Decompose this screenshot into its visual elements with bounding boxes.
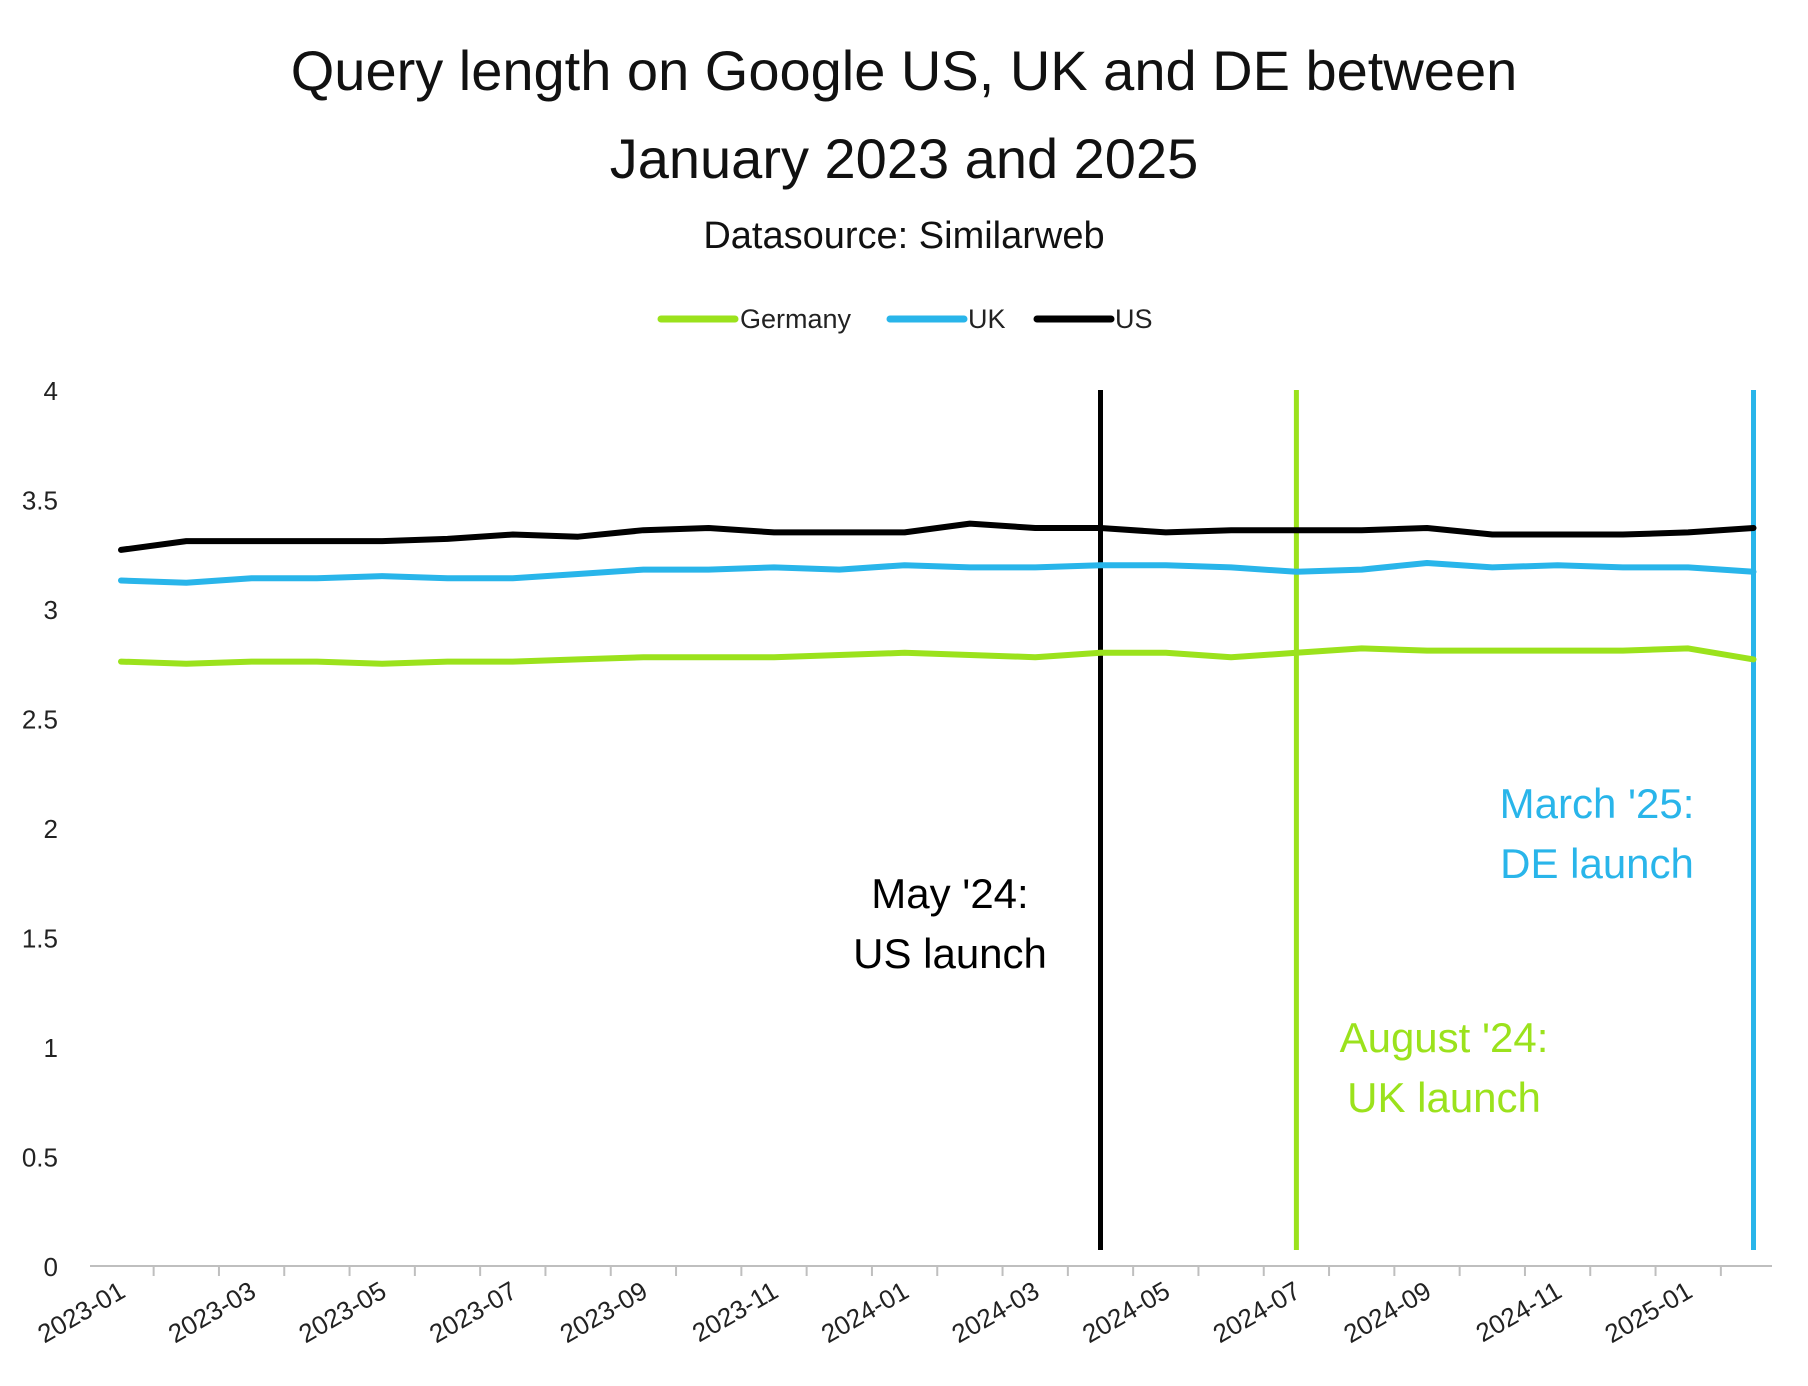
series-lines [118, 520, 1757, 667]
x-tick-label: 2023-11 [687, 1275, 783, 1348]
annotation-text: August '24: [1340, 1014, 1549, 1061]
launch-markers [1098, 390, 1756, 1250]
y-tick-label: 0.5 [22, 1143, 58, 1173]
x-tick-label: 2024-07 [1208, 1275, 1306, 1349]
y-tick-label: 2 [44, 814, 58, 844]
legend-label-us: US [1115, 304, 1153, 334]
x-tick-label: 2023-07 [424, 1275, 522, 1349]
x-tick-label: 2023-03 [163, 1275, 261, 1349]
series-line-uk [118, 560, 1757, 586]
y-tick-label: 4 [44, 376, 58, 406]
y-tick-label: 3.5 [22, 486, 58, 516]
y-tick-label: 1 [44, 1033, 58, 1063]
annotation-text: May '24: [871, 870, 1028, 917]
annotation-text: DE launch [1500, 840, 1694, 887]
y-tick-label: 1.5 [22, 924, 58, 954]
legend-label-germany: Germany [740, 304, 852, 334]
annotations: May '24: US launch August '24: UK launch Mar… [853, 780, 1694, 1121]
y-tick-label: 0 [44, 1252, 58, 1282]
x-tick-label: 2023-05 [294, 1275, 392, 1349]
y-tick-label: 3 [44, 595, 58, 625]
chart-subtitle: Datasource: Similarweb [703, 215, 1104, 257]
x-tick-label: 2025-01 [1600, 1275, 1698, 1349]
series-line-germany [118, 645, 1757, 667]
x-tick-label: 2024-11 [1471, 1275, 1567, 1348]
x-tick-label: 2024-05 [1077, 1275, 1175, 1349]
annotation-text: US launch [853, 930, 1047, 977]
chart-title-line-2: January 2023 and 2025 [610, 127, 1199, 190]
annotation-text: March '25: [1500, 780, 1695, 827]
x-tick-label: 2023-09 [555, 1275, 653, 1349]
x-tick-label: 2024-09 [1338, 1275, 1436, 1349]
legend: Germany UK US [657, 304, 1153, 334]
legend-label-uk: UK [968, 304, 1006, 334]
chart-title-line-1: Query length on Google US, UK and DE bet… [291, 39, 1518, 102]
y-tick-label: 2.5 [22, 705, 58, 735]
series-line-us [118, 520, 1757, 553]
annotation-text: UK launch [1347, 1074, 1541, 1121]
x-tick-label: 2024-01 [816, 1275, 914, 1349]
x-tick-label: 2024-03 [947, 1275, 1045, 1349]
x-tick-label: 2023-01 [32, 1275, 130, 1349]
